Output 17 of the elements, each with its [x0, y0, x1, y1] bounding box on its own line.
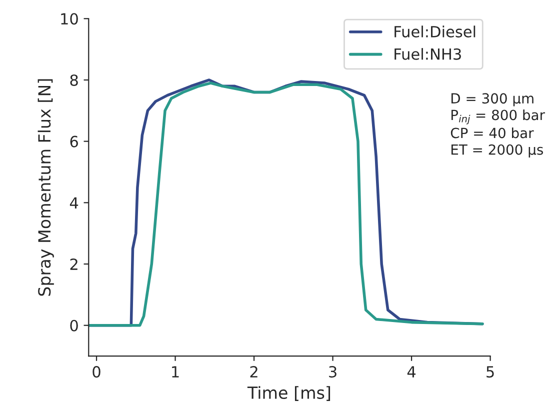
y-tick-label: 4	[70, 197, 78, 208]
y-axis-title: Spray Momentum Flux [N]	[38, 79, 54, 296]
y-tick-label: 0	[70, 320, 78, 332]
x-tick-label: 2	[250, 366, 258, 378]
legend-label: Fuel:Diesel	[394, 26, 476, 38]
y-tick-label: 6	[70, 136, 78, 148]
x-tick-label: 0	[92, 366, 100, 378]
legend-label: Fuel:NH3	[394, 48, 461, 60]
x-axis-title: Time [ms]	[247, 386, 330, 401]
annotation: D = 300 μm P$_{inj}$ = 800 bar CP = 40 bar ET = 2000 μs	[450, 93, 546, 158]
y-tick-label: 10	[61, 13, 78, 25]
x-tick-label: 4	[407, 366, 416, 378]
x-tick-label: 3	[329, 366, 336, 378]
y-tick-label: 8	[70, 74, 78, 86]
y-tick-label: 2	[70, 258, 78, 270]
x-tick-label: 5	[486, 366, 494, 378]
x-tick-label: 1	[172, 366, 179, 378]
